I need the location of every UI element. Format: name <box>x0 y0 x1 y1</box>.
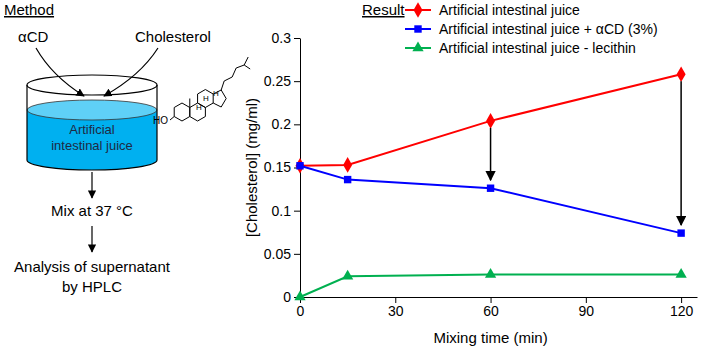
tick: 0.15 <box>264 159 300 175</box>
legend-marker <box>414 2 423 18</box>
tick-label: 0 <box>283 289 291 305</box>
difference-arrow <box>490 128 492 180</box>
marker <box>486 113 495 129</box>
tick-label: 0.15 <box>264 159 291 175</box>
marker <box>675 268 686 278</box>
marker <box>296 162 303 169</box>
beaker-wall <box>27 85 157 170</box>
tick-mark <box>294 81 300 82</box>
tick: 0.2 <box>272 116 300 132</box>
tick-label: 90 <box>579 303 595 319</box>
tick-mark <box>294 211 300 212</box>
tick-mark <box>294 38 300 39</box>
tick: 120 <box>670 297 694 319</box>
figure: Method αCD Cholesterol Artificialintestinal… <box>0 0 705 356</box>
tick: 30 <box>388 297 404 319</box>
input-label: Cholesterol <box>135 28 211 45</box>
legend-item: Artificial intestinal juice - lecithin <box>405 40 636 56</box>
marker <box>342 270 353 280</box>
atom-label: H <box>203 94 209 103</box>
input-arrow <box>104 48 158 96</box>
tick: 0 <box>297 297 305 319</box>
tick-label: 30 <box>388 303 404 319</box>
ring <box>213 90 226 107</box>
step-label: by HPLC <box>62 278 122 295</box>
molecule <box>170 57 250 121</box>
tick-label: 60 <box>483 303 499 319</box>
step-label: Analysis of supernatant <box>14 258 171 275</box>
step-arrow <box>91 226 92 252</box>
methyl <box>189 99 190 108</box>
tick-label: 0.1 <box>272 203 292 219</box>
input-label: αCD <box>18 28 49 45</box>
liquid-surface <box>27 100 157 120</box>
side-chain <box>244 57 248 65</box>
tick-label: 0.05 <box>264 246 291 262</box>
method-panel: Method αCD Cholesterol Artificialintestinal… <box>4 1 250 295</box>
tick-label: 120 <box>670 303 694 319</box>
plot-area <box>294 66 686 300</box>
bond <box>170 117 174 121</box>
marker <box>294 290 305 300</box>
tick-label: 0 <box>297 303 305 319</box>
tick: 0.1 <box>272 203 300 219</box>
tick: 0.3 <box>272 30 300 46</box>
input-arrow <box>36 48 84 96</box>
vessel-label: Artificial <box>69 122 115 137</box>
legend-label: Artificial intestinal juice <box>439 2 580 18</box>
tick-mark <box>294 254 300 255</box>
atom-label: HO <box>153 115 168 126</box>
panel-title: Method <box>4 1 54 18</box>
chart-title: Result <box>362 1 405 18</box>
marker <box>677 229 684 236</box>
legend-label: Artificial intestinal juice - lecithin <box>439 40 636 56</box>
difference-arrow <box>680 81 682 225</box>
ring <box>174 103 190 121</box>
side-chain <box>244 65 250 69</box>
series-line <box>300 275 681 297</box>
axis-title: Mixing time (min) <box>433 329 547 346</box>
atom-label: H <box>196 103 202 112</box>
axis-title: [Cholesterol] (mg/ml) <box>243 98 260 237</box>
legend-item: Artificial intestinal juice + αCD (3%) <box>405 21 658 37</box>
axis-line <box>301 297 698 298</box>
marker <box>344 176 351 183</box>
tick-label: 0.25 <box>264 73 291 89</box>
legend-marker <box>412 41 423 51</box>
y-axis: 0 0.05 0.1 0.15 0.2 0.25 0.3 <box>264 30 301 305</box>
beaker-rim <box>27 75 157 95</box>
tick: 60 <box>483 297 499 319</box>
marker <box>677 66 686 82</box>
legend-marker <box>414 25 421 32</box>
marker <box>296 158 305 174</box>
marker <box>343 157 352 173</box>
tick: 0.05 <box>264 246 300 262</box>
marker <box>485 268 496 278</box>
x-axis: 0 30 60 90 120 <box>297 297 698 319</box>
tick-mark <box>294 124 300 125</box>
tick: 90 <box>579 297 595 319</box>
tick-label: 0.2 <box>272 116 292 132</box>
atom-label: H <box>213 89 219 98</box>
marker <box>487 185 494 192</box>
side-chain <box>221 65 244 90</box>
step-label: Mix at 37 °C <box>51 202 133 219</box>
tick-label: 0.3 <box>272 30 292 46</box>
tick: 0.25 <box>264 73 300 89</box>
legend-item: Artificial intestinal juice <box>405 2 580 18</box>
step-arrow <box>91 172 92 198</box>
legend: Artificial intestinal juice Artificial in… <box>405 2 658 56</box>
vessel-label: intestinal juice <box>51 138 133 153</box>
legend-label: Artificial intestinal juice + αCD (3%) <box>439 21 658 37</box>
